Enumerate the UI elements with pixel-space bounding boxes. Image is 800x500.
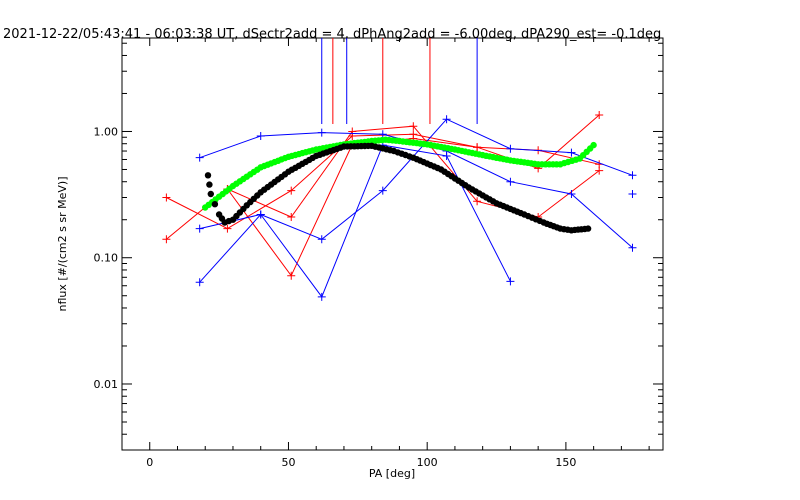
- blue-data-point: [317, 292, 326, 301]
- black-fit-point: [207, 190, 214, 198]
- x-tick-label: 0: [146, 456, 153, 469]
- blue-data-point: [378, 130, 387, 139]
- blue-data-point: [378, 186, 387, 195]
- red-data-point: [409, 122, 418, 131]
- blue-data-point: [567, 148, 576, 157]
- blue-data-point: [442, 115, 451, 124]
- blue-data-point: [567, 189, 576, 198]
- red-data-point: [287, 271, 296, 280]
- red-data-point: [223, 224, 232, 233]
- y-tick-label: 1.00: [94, 125, 119, 138]
- blue-data-point: [195, 224, 204, 233]
- green-fit-point: [590, 141, 597, 149]
- blue-data-point: [256, 210, 265, 219]
- blue-data-point: [628, 189, 637, 198]
- axis-ticks: 0 50 100 150 0.01 0.10 1.00: [94, 38, 663, 469]
- blue-data-point: [256, 132, 265, 141]
- x-tick-label: 150: [555, 456, 576, 469]
- x-tick-label: 50: [281, 456, 295, 469]
- y-tick-label: 0.10: [94, 252, 119, 265]
- red-data-point: [162, 193, 171, 202]
- x-axis-label: PA [deg]: [369, 467, 415, 480]
- y-axis-label: nflux [#/(cm2 s sr MeV)]: [56, 177, 69, 312]
- black-fit-point: [204, 172, 212, 179]
- blue-data-point: [628, 171, 637, 180]
- blue-data-point: [442, 151, 451, 160]
- blue-data-point: [195, 278, 204, 287]
- red-data-point: [473, 143, 482, 152]
- red-data-point: [162, 235, 171, 244]
- black-fit-point: [211, 201, 219, 208]
- chart-title: 2021-12-22/05:43:41 - 06:03:38 UT, dSect…: [3, 27, 661, 42]
- plot-frame: [121, 37, 664, 451]
- blue-data-point: [506, 144, 515, 153]
- red-data-point: [287, 213, 296, 222]
- red-data-point: [595, 111, 604, 120]
- blue-data-point: [506, 177, 515, 186]
- vertical-markers: [321, 38, 478, 124]
- blue-data-point: [628, 243, 637, 252]
- blue-series-line: [199, 144, 511, 298]
- blue-data-point: [317, 128, 326, 137]
- y-tick-label: 0.01: [94, 378, 119, 391]
- fit-curves: [202, 136, 597, 234]
- red-data-point: [287, 186, 296, 195]
- black-fit-point: [584, 225, 592, 232]
- blue-data-point: [506, 277, 515, 286]
- x-tick-label: 100: [417, 456, 438, 469]
- blue-data-point: [317, 235, 326, 244]
- blue-data-point: [195, 153, 204, 162]
- red-data-point: [473, 197, 482, 206]
- black-fit-point: [206, 181, 213, 188]
